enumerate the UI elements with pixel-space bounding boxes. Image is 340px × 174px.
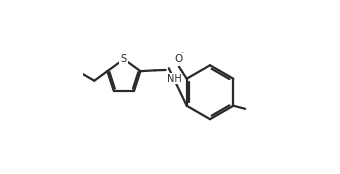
Text: O: O bbox=[175, 54, 183, 65]
Text: NH: NH bbox=[167, 74, 182, 84]
Text: S: S bbox=[121, 54, 127, 64]
